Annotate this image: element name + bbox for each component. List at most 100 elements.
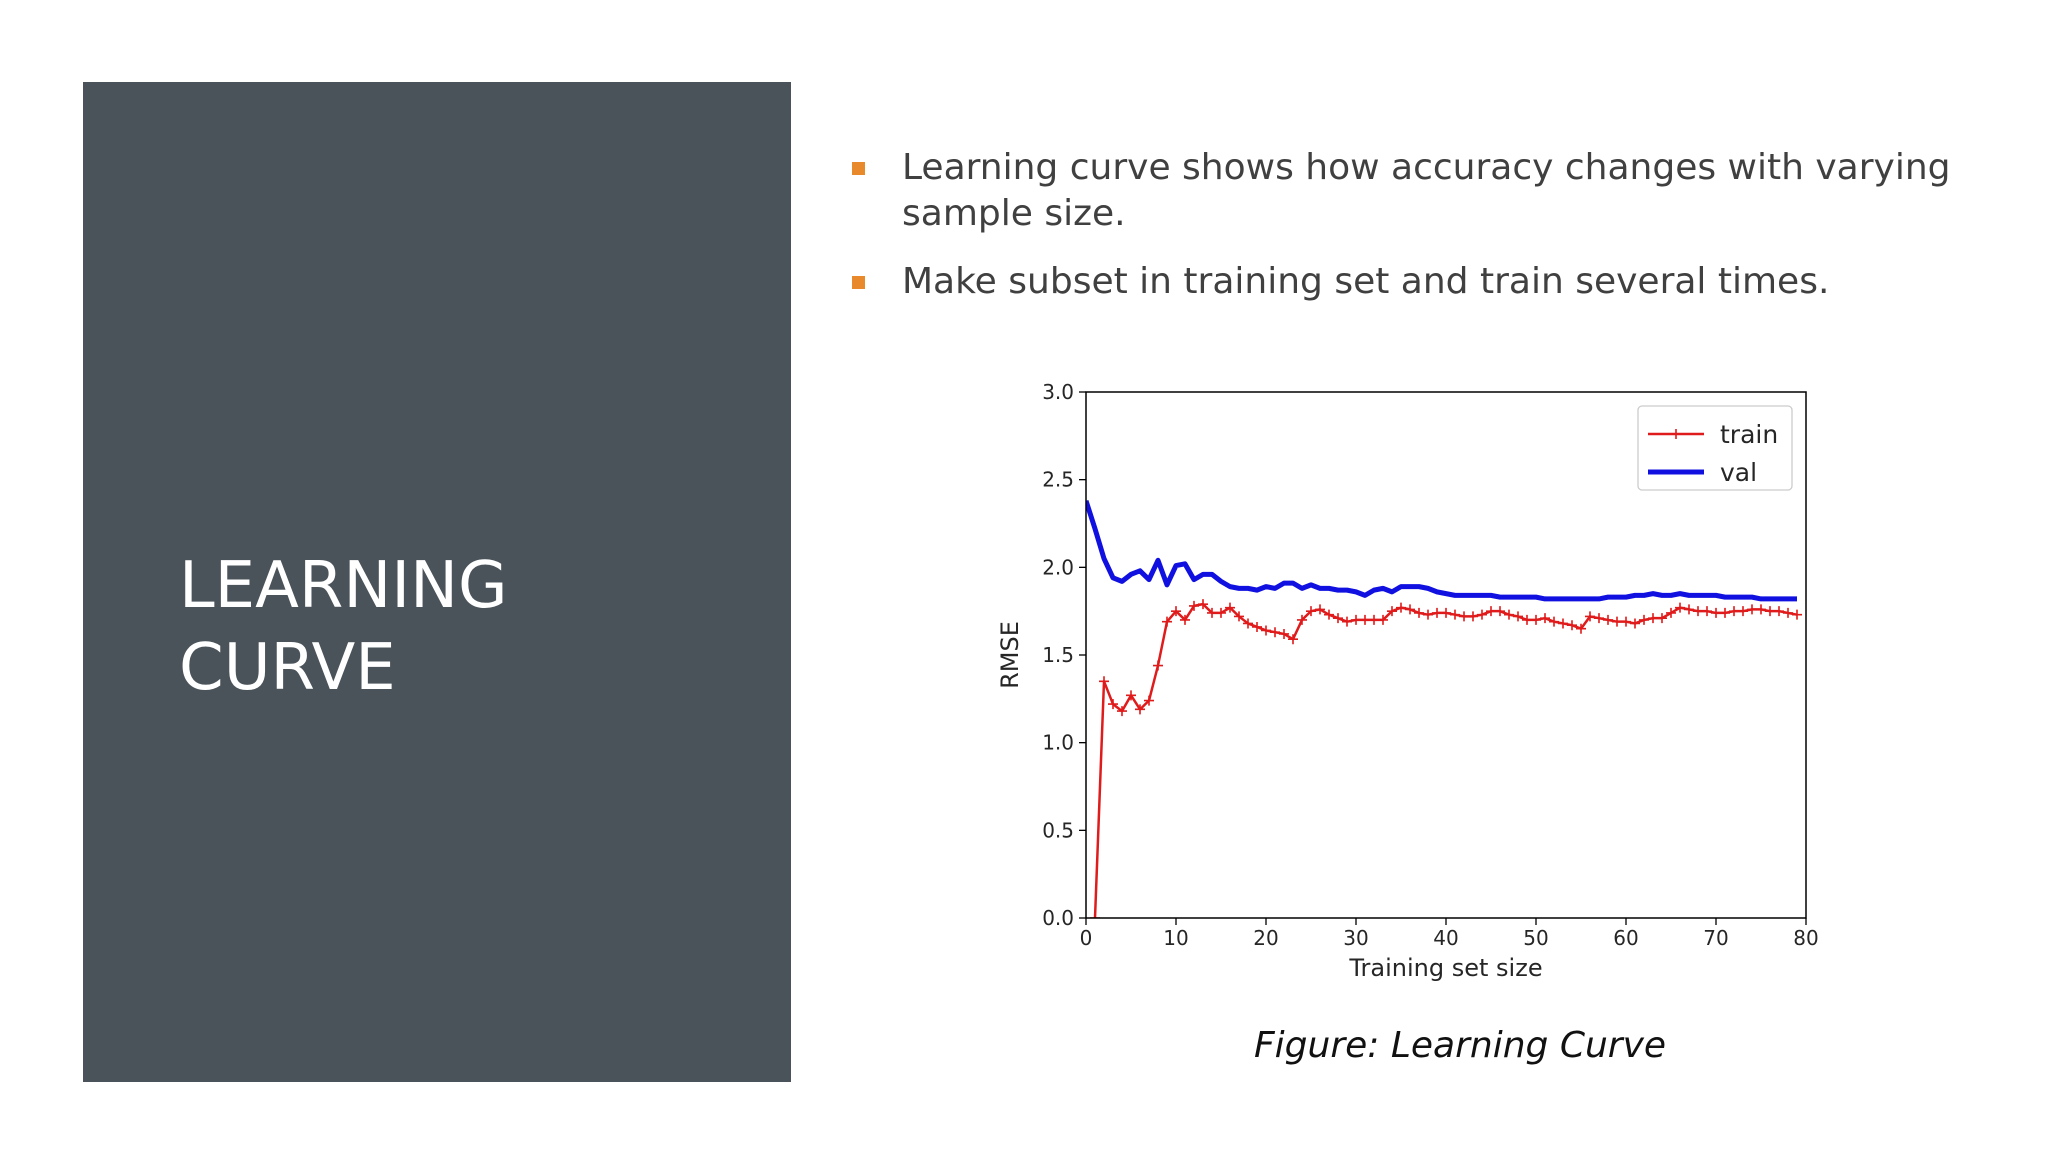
data-point-train [1432, 607, 1442, 618]
data-point-train [1558, 618, 1568, 629]
data-point-train [1306, 606, 1316, 617]
y-tick-label: 0.0 [1042, 906, 1074, 930]
data-point-train [1720, 607, 1730, 618]
title-panel: LEARNING CURVE [83, 82, 791, 1082]
data-point-train [1180, 614, 1190, 625]
x-tick-label: 20 [1253, 926, 1278, 950]
data-point-train [1783, 607, 1793, 618]
data-point-train [1684, 604, 1694, 615]
data-point-train [1252, 621, 1262, 632]
data-point-train [1459, 611, 1469, 622]
data-point-train [1387, 606, 1397, 617]
learning-curve-chart: 0 10 20 30 40 50 60 70 80 0.0 0.5 1.0 1.5 2.0 2.5 3.0 t… [996, 380, 1819, 982]
bullet-list: Learning curve shows how accuracy change… [852, 145, 1972, 327]
data-point-train [1585, 611, 1595, 622]
data-point-train [1198, 599, 1208, 610]
x-tick-label: 70 [1703, 926, 1728, 950]
x-tick-label: 10 [1163, 926, 1188, 950]
data-point-train [1702, 606, 1712, 617]
data-point-train [1693, 606, 1703, 617]
y-tick-label: 3.0 [1042, 380, 1074, 404]
data-point-train [1612, 616, 1622, 627]
data-point-train [1486, 606, 1496, 617]
x-axis-label: Training set size [1348, 954, 1542, 982]
data-point-train [1405, 604, 1415, 615]
y-tick-label: 0.5 [1042, 818, 1074, 842]
data-point-train [1468, 611, 1478, 622]
data-point-train [1738, 606, 1748, 617]
data-point-train [1594, 613, 1604, 624]
data-point-train [1351, 614, 1361, 625]
data-point-train [1243, 618, 1253, 629]
data-point-train [1603, 614, 1613, 625]
data-point-train [1171, 606, 1181, 617]
data-point-train [1117, 706, 1127, 717]
legend-box [1637, 405, 1793, 491]
legend-label-train: train [1720, 420, 1778, 449]
data-point-train [1324, 609, 1334, 620]
data-point-train [1522, 614, 1532, 625]
data-point-train [1504, 609, 1514, 620]
data-point-train [1756, 604, 1766, 615]
data-point-train [1774, 606, 1784, 617]
data-point-train [1540, 613, 1550, 624]
data-point-train [1216, 607, 1226, 618]
bullet-text: Make subset in training set and train se… [902, 261, 1830, 302]
data-point-train [1279, 628, 1289, 639]
data-point-train [1621, 616, 1631, 627]
data-point-train [1747, 604, 1757, 615]
data-point-train [1414, 607, 1424, 618]
data-point-train [1288, 634, 1298, 645]
data-point-train [1369, 614, 1379, 625]
data-point-train [1711, 607, 1721, 618]
data-point-train [1513, 611, 1523, 622]
series-line-val [1086, 499, 1797, 602]
y-tick-label: 1.5 [1042, 643, 1074, 667]
bullet-item: Make subset in training set and train se… [852, 259, 1972, 305]
data-point-train [1648, 613, 1658, 624]
data-point-train [1090, 913, 1100, 918]
data-point-train [1342, 616, 1352, 627]
figure-caption: Figure: Learning Curve [1253, 1025, 1667, 1066]
data-point-train [1108, 699, 1118, 710]
bullet-item: Learning curve shows how accuracy change… [852, 145, 1972, 237]
data-point-train [1495, 606, 1505, 617]
data-point-train [1261, 625, 1271, 636]
data-point-train [1423, 609, 1433, 620]
data-point-train [1567, 620, 1577, 631]
data-point-train [1270, 627, 1280, 638]
slide-title-line-1: LEARNING [179, 548, 508, 623]
data-point-train [1297, 614, 1307, 625]
data-point-train [1396, 602, 1406, 613]
legend-marker-train [1671, 429, 1681, 439]
data-point-train [1765, 606, 1775, 617]
data-point-train [1144, 695, 1154, 706]
data-point-train [1576, 623, 1586, 634]
data-point-train [1549, 616, 1559, 627]
data-point-train [1441, 607, 1451, 618]
data-point-train [1360, 614, 1370, 625]
data-point-train [1477, 609, 1487, 620]
x-tick-label: 60 [1613, 926, 1638, 950]
bullet-text: Learning curve shows how accuracy change… [902, 147, 1951, 234]
chart-legend: train val [1637, 405, 1793, 491]
series-line-train [1093, 602, 1798, 918]
y-axis-label: RMSE [996, 621, 1024, 689]
x-tick-label: 40 [1433, 926, 1458, 950]
data-point-train [1126, 690, 1136, 701]
data-point-train [1639, 614, 1649, 625]
data-point-train [1234, 611, 1244, 622]
data-point-train [1162, 616, 1172, 627]
y-tick-label: 2.0 [1042, 555, 1074, 579]
y-tick-label: 1.0 [1042, 731, 1074, 755]
data-point-train [1189, 600, 1199, 611]
data-point-train [1207, 607, 1217, 618]
data-point-train [1729, 606, 1739, 617]
series-layer [1086, 499, 1802, 918]
data-point-train [1531, 614, 1541, 625]
x-tick-label: 80 [1793, 926, 1818, 950]
legend-label-val: val [1720, 458, 1757, 487]
data-point-train [1378, 614, 1388, 625]
x-tick-label: 30 [1343, 926, 1368, 950]
data-point-train [1153, 660, 1163, 671]
